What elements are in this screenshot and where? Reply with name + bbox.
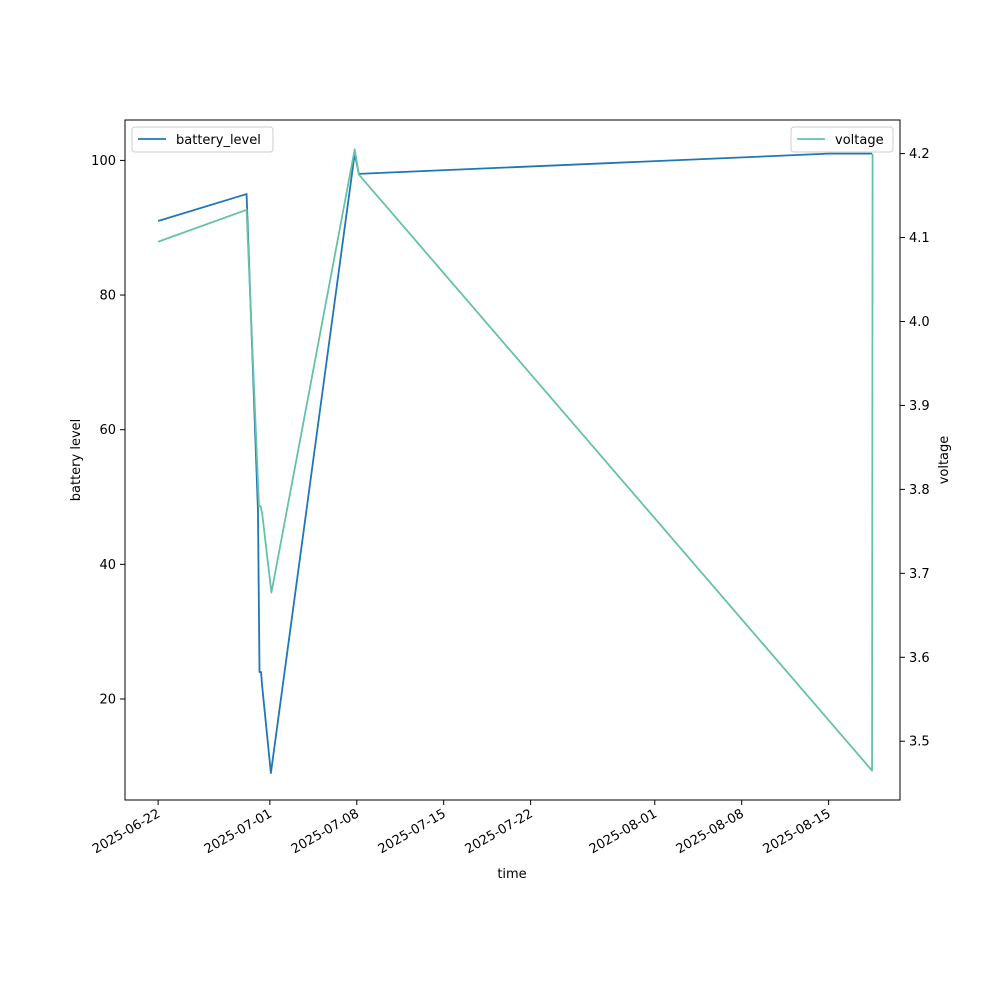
- legend-box-left: [131, 126, 274, 153]
- x-axis-label: time: [497, 867, 526, 882]
- y-right-axis: 3.5 3.6 3.7 3.8 3.9 4.0 4.1 4.2: [900, 147, 930, 750]
- legend-label-voltage: voltage: [835, 133, 884, 148]
- legend-label-battery-level: battery_level: [176, 133, 261, 148]
- legend-battery-level: battery_level: [131, 126, 274, 153]
- y-left-tick-label: 80: [99, 289, 116, 304]
- y-right-tick-label: 3.9: [909, 399, 930, 414]
- plot-frame: [124, 119, 901, 801]
- y-left-axis-label: battery level: [69, 419, 84, 502]
- y-right-tick-label: 3.5: [909, 735, 930, 750]
- legend-voltage: voltage: [790, 126, 894, 153]
- y-right-axis-label: voltage: [937, 436, 952, 485]
- y-right-tick-label: 4.1: [909, 231, 930, 246]
- y-right-tick-label: 4.2: [909, 147, 930, 162]
- y-right-tick-label: 3.7: [909, 567, 930, 582]
- legend-box-right: [790, 126, 894, 153]
- y-left-tick-label: 60: [99, 423, 116, 438]
- y-right-tick-label: 4.0: [909, 315, 930, 330]
- y-right-tick-label: 3.8: [909, 483, 930, 498]
- series-line-voltage: [157, 148, 874, 772]
- y-left-tick-label: 40: [99, 558, 116, 573]
- series-layer: [157, 148, 874, 774]
- y-left-tick-label: 20: [99, 693, 116, 708]
- y-left-axis: 20 40 60 80 100: [91, 154, 125, 708]
- y-right-tick-label: 3.6: [909, 651, 930, 666]
- y-left-tick-label: 100: [91, 154, 116, 169]
